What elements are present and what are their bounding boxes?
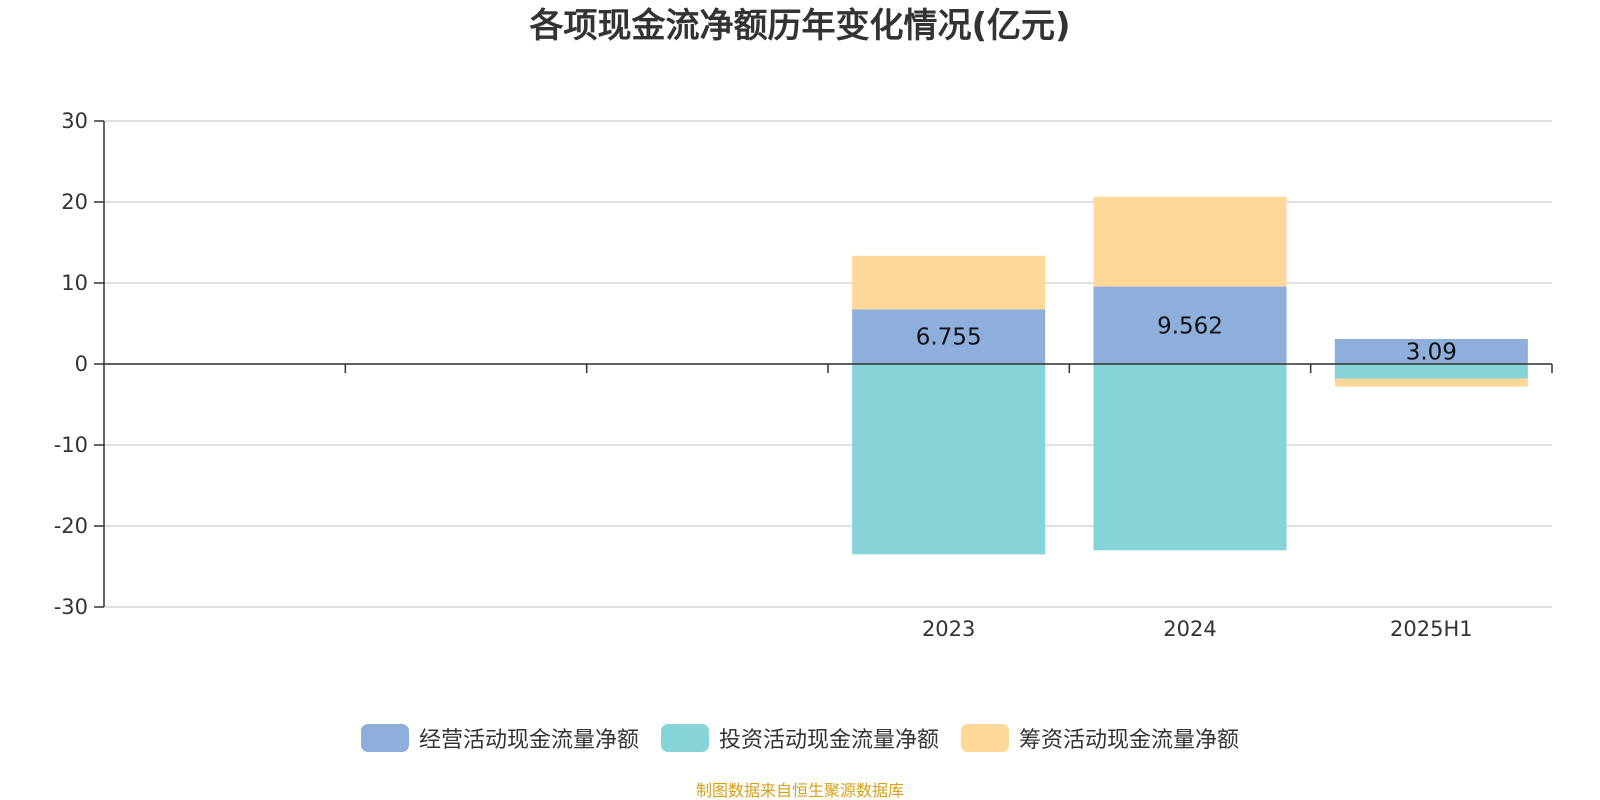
bar-2-2025H1 [1334, 378, 1528, 387]
chart-legend: 经营活动现金流量净额 投资活动现金流量净额 筹资活动现金流量净额 [0, 722, 1600, 754]
y-tick-label: 0 [75, 352, 88, 376]
bar-0-2024 [1093, 286, 1287, 364]
legend-swatch [961, 724, 1009, 752]
legend-swatch [660, 724, 709, 752]
bar-1-2023 [852, 364, 1046, 555]
legend-swatch [360, 724, 409, 752]
bar-0-2023 [852, 309, 1046, 364]
legend-item[interactable]: 筹资活动现金流量净额 [961, 722, 1239, 754]
legend-item[interactable]: 经营活动现金流量净额 [360, 722, 639, 754]
y-tick-label: 30 [61, 109, 88, 133]
x-tick-label: 2024 [1163, 617, 1216, 641]
bar-0-2025H1 [1334, 338, 1528, 364]
data-label: 6.755 [916, 325, 982, 351]
bar-2-2024 [1093, 196, 1287, 287]
y-tick-label: 10 [61, 271, 88, 295]
chart-plot: 30 20 10 0 -10 -20 -30 6.755 9.562 3.09 2023 2024 20… [54, 109, 1553, 641]
y-tick-label: -10 [54, 433, 88, 457]
bar-2-2023 [852, 255, 1046, 310]
legend-label: 投资活动现金流量净额 [718, 728, 939, 753]
bar-1-2025H1 [1334, 364, 1528, 379]
legend-label: 经营活动现金流量净额 [418, 728, 639, 753]
bar-1-2024 [1093, 364, 1287, 551]
legend-label: 筹资活动现金流量净额 [1019, 728, 1240, 753]
data-label: 9.562 [1157, 313, 1223, 339]
chart-title: 各项现金流净额历年变化情况(亿元) [529, 6, 1071, 46]
y-tick-label: -20 [54, 514, 88, 538]
x-tick-label: 2023 [922, 617, 975, 641]
data-label: 3.09 [1406, 339, 1457, 365]
legend-item[interactable]: 投资活动现金流量净额 [660, 722, 939, 754]
x-tick-label: 2025H1 [1390, 617, 1473, 641]
source-note: 制图数据来自恒生聚源数据库 [695, 781, 904, 800]
y-tick-label: -30 [54, 595, 88, 619]
y-tick-label: 20 [61, 190, 88, 214]
